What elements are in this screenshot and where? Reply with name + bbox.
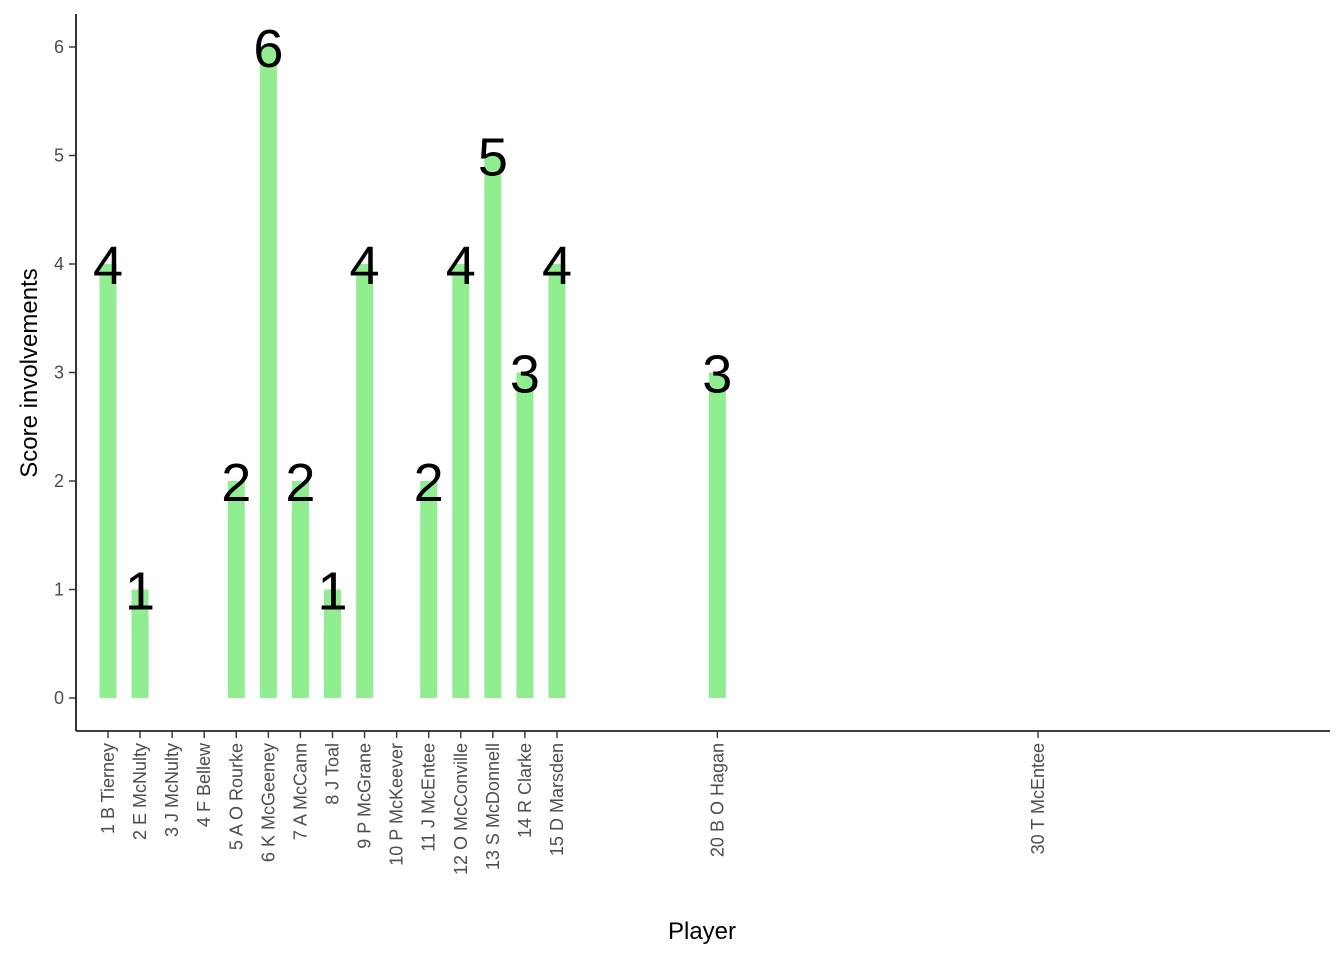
y-tick-label: 1 — [54, 580, 64, 600]
bar — [291, 481, 309, 698]
bar — [516, 372, 534, 698]
bar — [484, 155, 502, 698]
y-axis-title: Score involvements — [16, 268, 43, 477]
bar — [548, 264, 566, 698]
x-tick-label: 20 B O Hagan — [707, 743, 727, 857]
y-tick-label: 6 — [54, 37, 64, 57]
bar-value-label: 4 — [542, 236, 572, 296]
x-tick-label: 14 R Clarke — [515, 743, 535, 838]
bar-value-label: 4 — [446, 236, 476, 296]
x-axis-title: Player — [668, 918, 736, 945]
x-tick-label: 15 D Marsden — [547, 743, 567, 856]
x-tick-label: 1 B Tierney — [98, 743, 118, 834]
bar — [99, 264, 117, 698]
x-axis-ticks: 1 B Tierney 2 E McNulty 3 J McNulty 4 F Bel… — [98, 731, 1048, 875]
bars-layer — [99, 47, 726, 698]
bar-value-label: 2 — [221, 453, 251, 513]
y-tick-label: 5 — [54, 146, 64, 166]
bar — [708, 372, 726, 698]
bar-value-label: 3 — [702, 345, 732, 405]
bar — [227, 481, 245, 698]
y-tick-label: 2 — [54, 471, 64, 491]
x-tick-label: 13 S McDonnell — [483, 743, 503, 870]
x-tick-label: 2 E McNulty — [130, 743, 150, 840]
x-tick-label: 30 T McEntee — [1028, 743, 1048, 854]
bar — [452, 264, 470, 698]
x-tick-label: 5 A O Rourke — [226, 743, 246, 850]
x-tick-label: 3 J McNulty — [162, 743, 182, 837]
bar — [420, 481, 438, 698]
bar-value-label: 2 — [285, 453, 315, 513]
x-tick-label: 7 A McCann — [290, 743, 310, 840]
x-tick-label: 6 K McGeeney — [258, 743, 278, 862]
x-tick-label: 12 O McConville — [451, 743, 471, 875]
bar — [131, 589, 149, 698]
bar — [356, 264, 374, 698]
bar-value-label: 1 — [125, 562, 155, 622]
x-tick-label: 10 P McKeever — [387, 743, 407, 866]
bar-value-label: 2 — [414, 453, 444, 513]
y-tick-label: 4 — [54, 254, 64, 274]
bar-value-label: 4 — [93, 236, 123, 296]
y-tick-label: 0 — [54, 688, 64, 708]
bar-value-label: 6 — [253, 19, 283, 79]
bar-value-label: 1 — [317, 562, 347, 622]
bar — [323, 589, 341, 698]
x-tick-label: 9 P McGrane — [355, 743, 375, 849]
bar — [259, 47, 277, 698]
bar-value-label: 3 — [510, 345, 540, 405]
y-tick-label: 3 — [54, 363, 64, 383]
bar-value-label: 5 — [478, 128, 508, 188]
x-tick-label: 4 F Bellew — [194, 742, 214, 827]
y-axis-ticks: 0 1 2 3 4 5 6 — [54, 37, 76, 708]
x-tick-label: 8 J Toal — [322, 743, 342, 805]
bar-value-label: 4 — [350, 236, 380, 296]
x-tick-label: 11 J McEntee — [419, 743, 439, 852]
